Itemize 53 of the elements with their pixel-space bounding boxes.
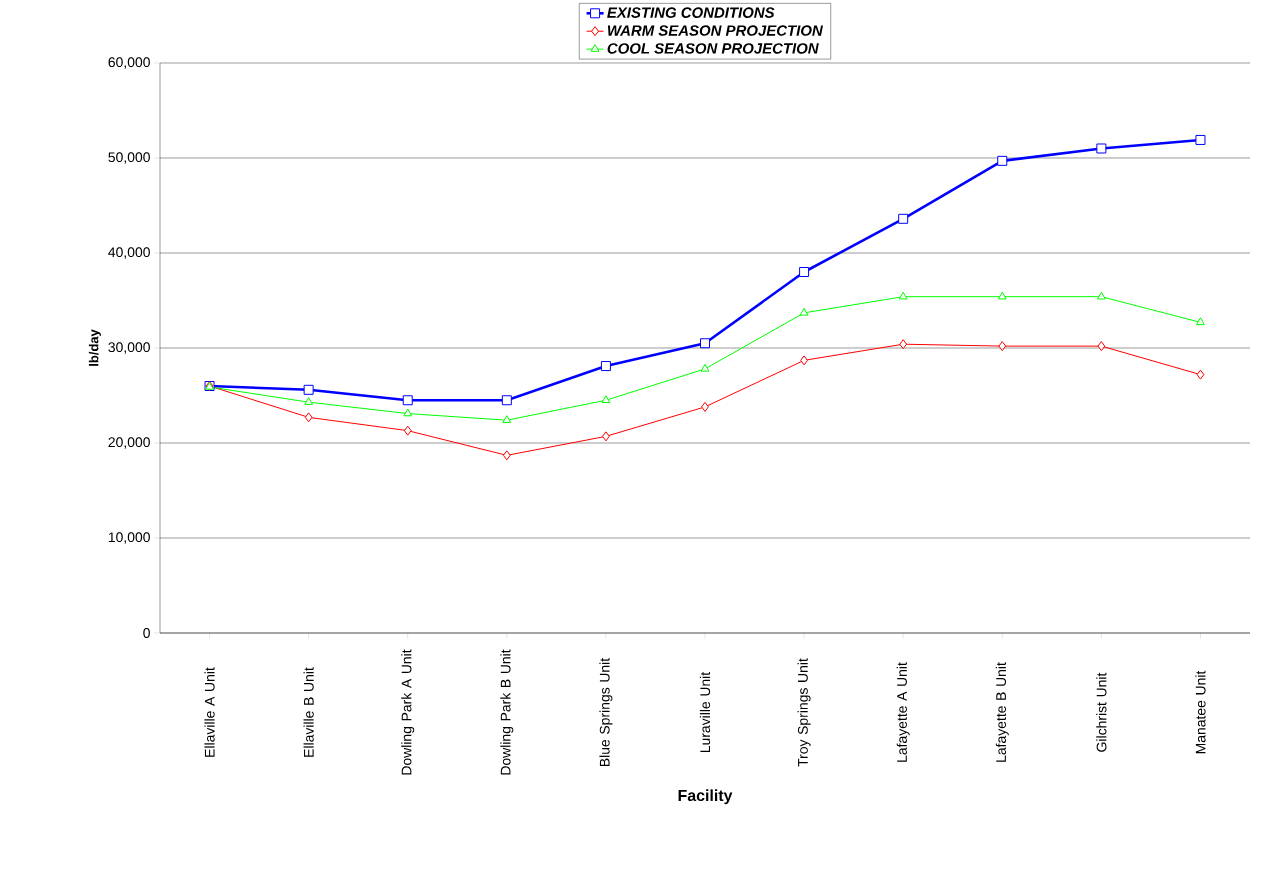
x-tick-label: Manatee Unit [1195, 670, 1206, 754]
point [1196, 317, 1205, 326]
x-tick-label: Luraville Unit [699, 671, 711, 753]
y-tick-label: 10,000 [108, 532, 150, 544]
point [501, 395, 512, 406]
point [403, 425, 412, 436]
point [303, 384, 314, 395]
point [502, 450, 511, 461]
point [403, 408, 413, 417]
point [800, 355, 808, 366]
x-tick-label: Gilchrist Unit [1096, 672, 1107, 752]
point [601, 395, 611, 403]
x-tick-label: Troy Springs Unit [797, 658, 811, 767]
x-tick-label: Blue Springs Unit [599, 657, 613, 767]
point [1196, 369, 1205, 380]
point [1096, 291, 1106, 300]
point [998, 341, 1007, 352]
point [1195, 134, 1206, 145]
point [898, 291, 908, 300]
x-tick-label: Ellaville A Unit [204, 667, 215, 757]
y-tick-label: 0 [143, 628, 150, 638]
point [700, 338, 710, 349]
point [602, 431, 610, 442]
point [898, 213, 909, 224]
point [899, 339, 908, 350]
y-tick-label: 40,000 [108, 247, 150, 259]
x-axis-title: Facility [678, 789, 733, 805]
point [600, 361, 611, 372]
y-tick-label: 50,000 [108, 152, 150, 164]
point [997, 155, 1008, 166]
y-axis-title: lb/day [88, 329, 101, 366]
x-tick-label: Dowling Park A Unit [401, 649, 415, 775]
x-tick-label: Lafayette A Unit [896, 662, 910, 762]
y-tick-label: 60,000 [108, 57, 150, 69]
point [799, 267, 810, 277]
point [304, 397, 314, 405]
point [997, 291, 1007, 300]
point [700, 363, 710, 372]
x-tick-label: Ellaville B Unit [303, 667, 314, 757]
legend-label: EXISTING CONDITIONS [607, 7, 775, 18]
point [701, 401, 709, 412]
point [304, 412, 313, 423]
x-tick-label: Lafayette B Unit [995, 662, 1009, 762]
x-tick-label: Dowling Park B Unit [500, 649, 514, 775]
y-tick-label: 30,000 [108, 342, 150, 354]
point [1097, 341, 1106, 352]
legend-label: COOL SEASON PROJECTION [607, 43, 819, 54]
legend-label: WARM SEASON PROJECTION [607, 25, 823, 36]
point [402, 395, 413, 406]
point [1096, 143, 1107, 154]
y-tick-label: 20,000 [108, 437, 150, 449]
point [502, 415, 512, 423]
point [799, 307, 809, 316]
